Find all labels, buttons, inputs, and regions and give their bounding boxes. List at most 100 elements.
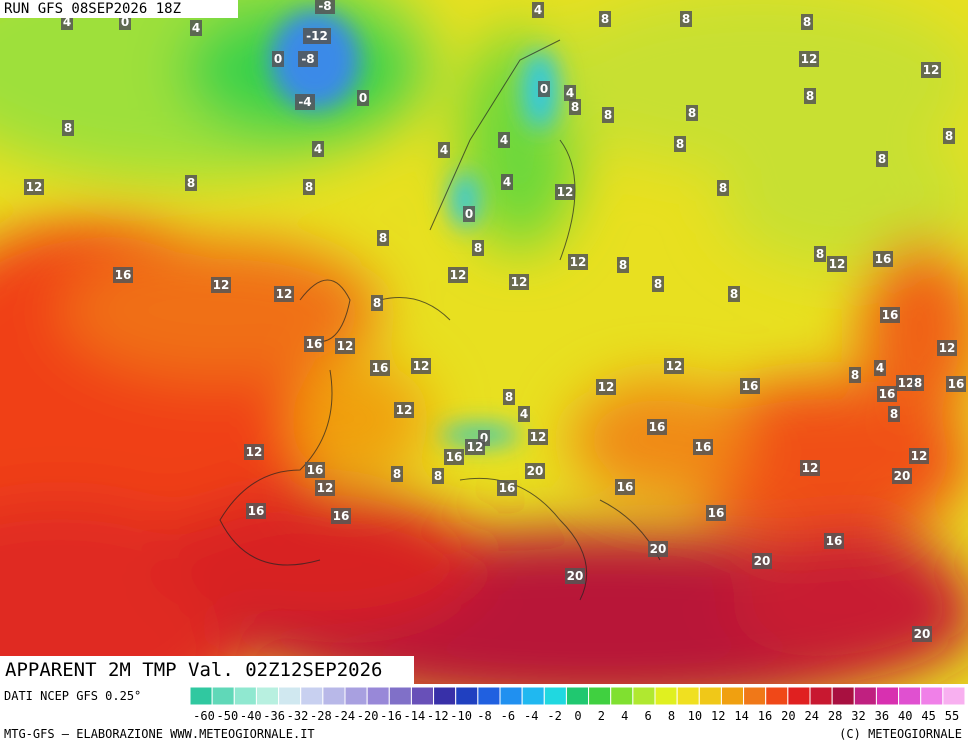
scale-swatch: [942, 686, 966, 706]
map-label: 8: [393, 467, 401, 481]
map-label: 16: [649, 420, 666, 434]
map-label: 8: [851, 368, 859, 382]
label-box: [888, 406, 900, 422]
label-box: [303, 179, 315, 195]
map-label: 16: [742, 379, 759, 393]
map-label: 20: [894, 469, 911, 483]
label-box: [706, 505, 726, 521]
scale-label: 0: [574, 709, 581, 723]
map-label: 0: [465, 207, 473, 221]
label-box: [518, 406, 530, 422]
label-box: [569, 99, 581, 115]
map-label: 12: [939, 341, 956, 355]
map-label: 16: [446, 450, 463, 464]
label-box: [824, 533, 844, 549]
label-box: [804, 88, 816, 104]
scale-swatch: [588, 686, 612, 706]
map-label: 16: [617, 480, 634, 494]
label-box: [185, 175, 197, 191]
scale-swatch: [255, 686, 280, 706]
map-label: -12: [306, 29, 328, 43]
map-label: 16: [695, 440, 712, 454]
label-box: [371, 295, 383, 311]
map-label: 12: [450, 268, 467, 282]
label-box: [912, 626, 932, 642]
label-box: [814, 246, 826, 262]
map-label: 4: [63, 15, 71, 29]
map-label: 8: [305, 180, 313, 194]
label-box: [686, 105, 698, 121]
map-label: 4: [520, 407, 528, 421]
map-label: 12: [801, 52, 818, 66]
map-label: 12: [396, 403, 413, 417]
source-label: DATI NCEP GFS 0.25°: [4, 689, 141, 703]
map-label: 8: [601, 12, 609, 26]
label-box: [800, 460, 820, 476]
scale-label: 45: [921, 709, 935, 723]
scale-swatch: [499, 686, 523, 706]
label-box: [680, 11, 692, 27]
scale-label: -14: [404, 709, 426, 723]
label-box: [211, 277, 231, 293]
label-box: [463, 206, 475, 222]
label-box: [448, 267, 468, 283]
map-label: 20: [650, 542, 667, 556]
map-label: -4: [298, 95, 311, 109]
scale-swatch: [831, 686, 855, 706]
scale-swatch: [300, 686, 324, 706]
map-label: 8: [914, 376, 922, 390]
map-label: 16: [948, 377, 965, 391]
scale-label: 12: [711, 709, 725, 723]
scale-swatch: [455, 686, 479, 706]
label-box: [538, 81, 550, 97]
scale-swatch: [233, 686, 257, 706]
label-box: [664, 358, 684, 374]
label-box: [937, 340, 957, 356]
label-box: [370, 360, 390, 376]
map-label: 8: [373, 296, 381, 310]
label-box: [503, 389, 515, 405]
scale-label: 20: [781, 709, 795, 723]
map-label: 12: [911, 449, 928, 463]
scale-swatch: [920, 686, 944, 706]
label-box: [652, 276, 664, 292]
label-box: [394, 402, 414, 418]
scale-label: -32: [287, 709, 309, 723]
scale-swatch: [765, 686, 789, 706]
scale-label: 4: [621, 709, 628, 723]
scale-label: 40: [898, 709, 912, 723]
label-box: [740, 378, 760, 394]
map-label: 8: [379, 231, 387, 245]
scale-label: 2: [598, 709, 605, 723]
label-box: [752, 553, 772, 569]
label-box: [648, 541, 668, 557]
scale-swatch: [720, 686, 745, 706]
label-box: [246, 503, 266, 519]
scale-label: 36: [875, 709, 889, 723]
label-box: [272, 51, 284, 67]
scale-swatch: [543, 686, 567, 706]
label-box: [113, 267, 133, 283]
label-box: [799, 51, 819, 67]
scale-label: 8: [668, 709, 675, 723]
map-label: 20: [754, 554, 771, 568]
label-box: [912, 375, 924, 391]
map-label: 4: [876, 361, 884, 375]
map-label: 12: [276, 287, 293, 301]
label-box: [849, 367, 861, 383]
map-label: 16: [875, 252, 892, 266]
map-label: 8: [890, 407, 898, 421]
scale-label: -6: [501, 709, 515, 723]
scale-label: -4: [524, 709, 538, 723]
scale-label: 14: [734, 709, 748, 723]
label-box: [532, 2, 544, 18]
map-label: 16: [826, 534, 843, 548]
map-label: 8: [571, 100, 579, 114]
label-box: [880, 307, 900, 323]
scale-label: -2: [547, 709, 561, 723]
map-label: 12: [213, 278, 230, 292]
map-label: 12: [337, 339, 354, 353]
scale-swatch: [433, 686, 457, 706]
